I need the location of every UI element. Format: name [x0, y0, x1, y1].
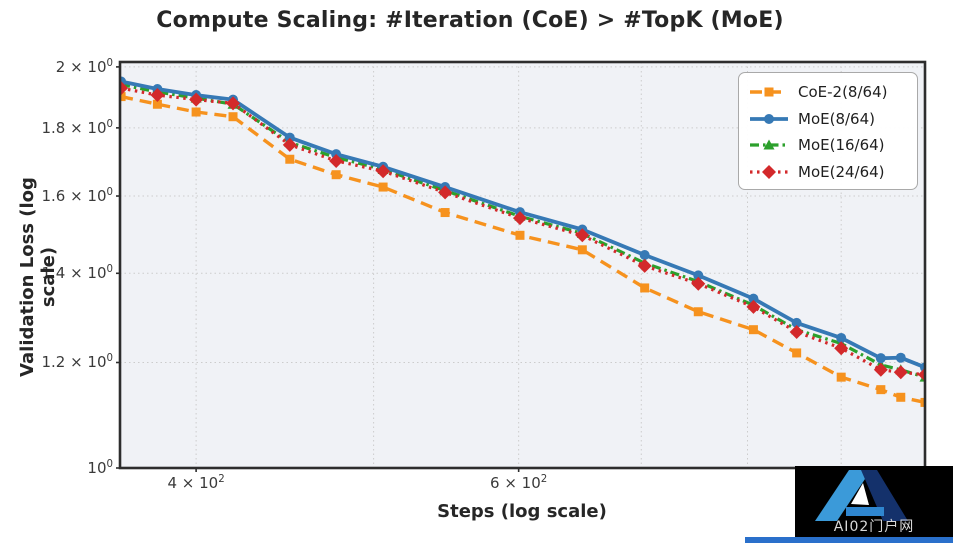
legend-label: MoE(8/64)	[798, 109, 875, 128]
a-logo-icon	[815, 470, 908, 521]
series-CoE-2(8/64)	[120, 92, 925, 407]
watermark-text: AI02门户网	[833, 519, 915, 535]
x-tick-label: 4 × 102	[167, 474, 225, 492]
legend-label: MoE(16/64)	[798, 136, 885, 155]
legend-label: MoE(24/64)	[798, 162, 885, 181]
plot-border	[118, 60, 927, 470]
legend-marker-diamond-icon	[750, 164, 788, 179]
legend-item-MoE(16/64): MoE(16/64)	[749, 132, 907, 159]
y-tick-label: 1.6 × 100	[41, 187, 113, 206]
x-tick-label: 6 × 102	[490, 474, 548, 492]
legend-item-MoE(8/64): MoE(8/64)	[749, 106, 907, 133]
series-MoE(24/64)	[120, 81, 925, 382]
y-tick-label: 100	[87, 459, 113, 477]
series-line-MoE(8/64)	[120, 79, 925, 370]
legend-label: CoE-2(8/64)	[798, 83, 888, 102]
legend: CoE-2(8/64) MoE(8/64) MoE(16/64) MoE(24/64)	[738, 72, 918, 190]
y-axis-label: Validation Loss (log scale)	[17, 177, 59, 377]
legend-item-MoE(24/64): MoE(24/64)	[749, 159, 907, 186]
watermark-block: AI02门户网	[795, 466, 953, 537]
legend-item-CoE-2(8/64): CoE-2(8/64)	[749, 79, 907, 106]
y-tick-label: 1.8 × 100	[41, 118, 113, 137]
chart-title: Compute Scaling: #Iteration (CoE) > #Top…	[156, 8, 784, 33]
watermark-bar	[745, 537, 953, 543]
y-tick-label: 2 × 100	[55, 57, 113, 76]
legend-marker-circle-icon	[750, 113, 788, 124]
series-line-CoE-2(8/64)	[120, 94, 925, 405]
legend-marker-triangle-icon	[750, 139, 788, 150]
y-tick-label: 1.2 × 100	[41, 353, 113, 372]
series-line-MoE(16/64)	[120, 82, 925, 379]
legend-marker-square-icon	[750, 87, 788, 97]
x-axis-label: Steps (log scale)	[437, 501, 607, 522]
y-tick-label: 1.4 × 100	[41, 264, 113, 283]
